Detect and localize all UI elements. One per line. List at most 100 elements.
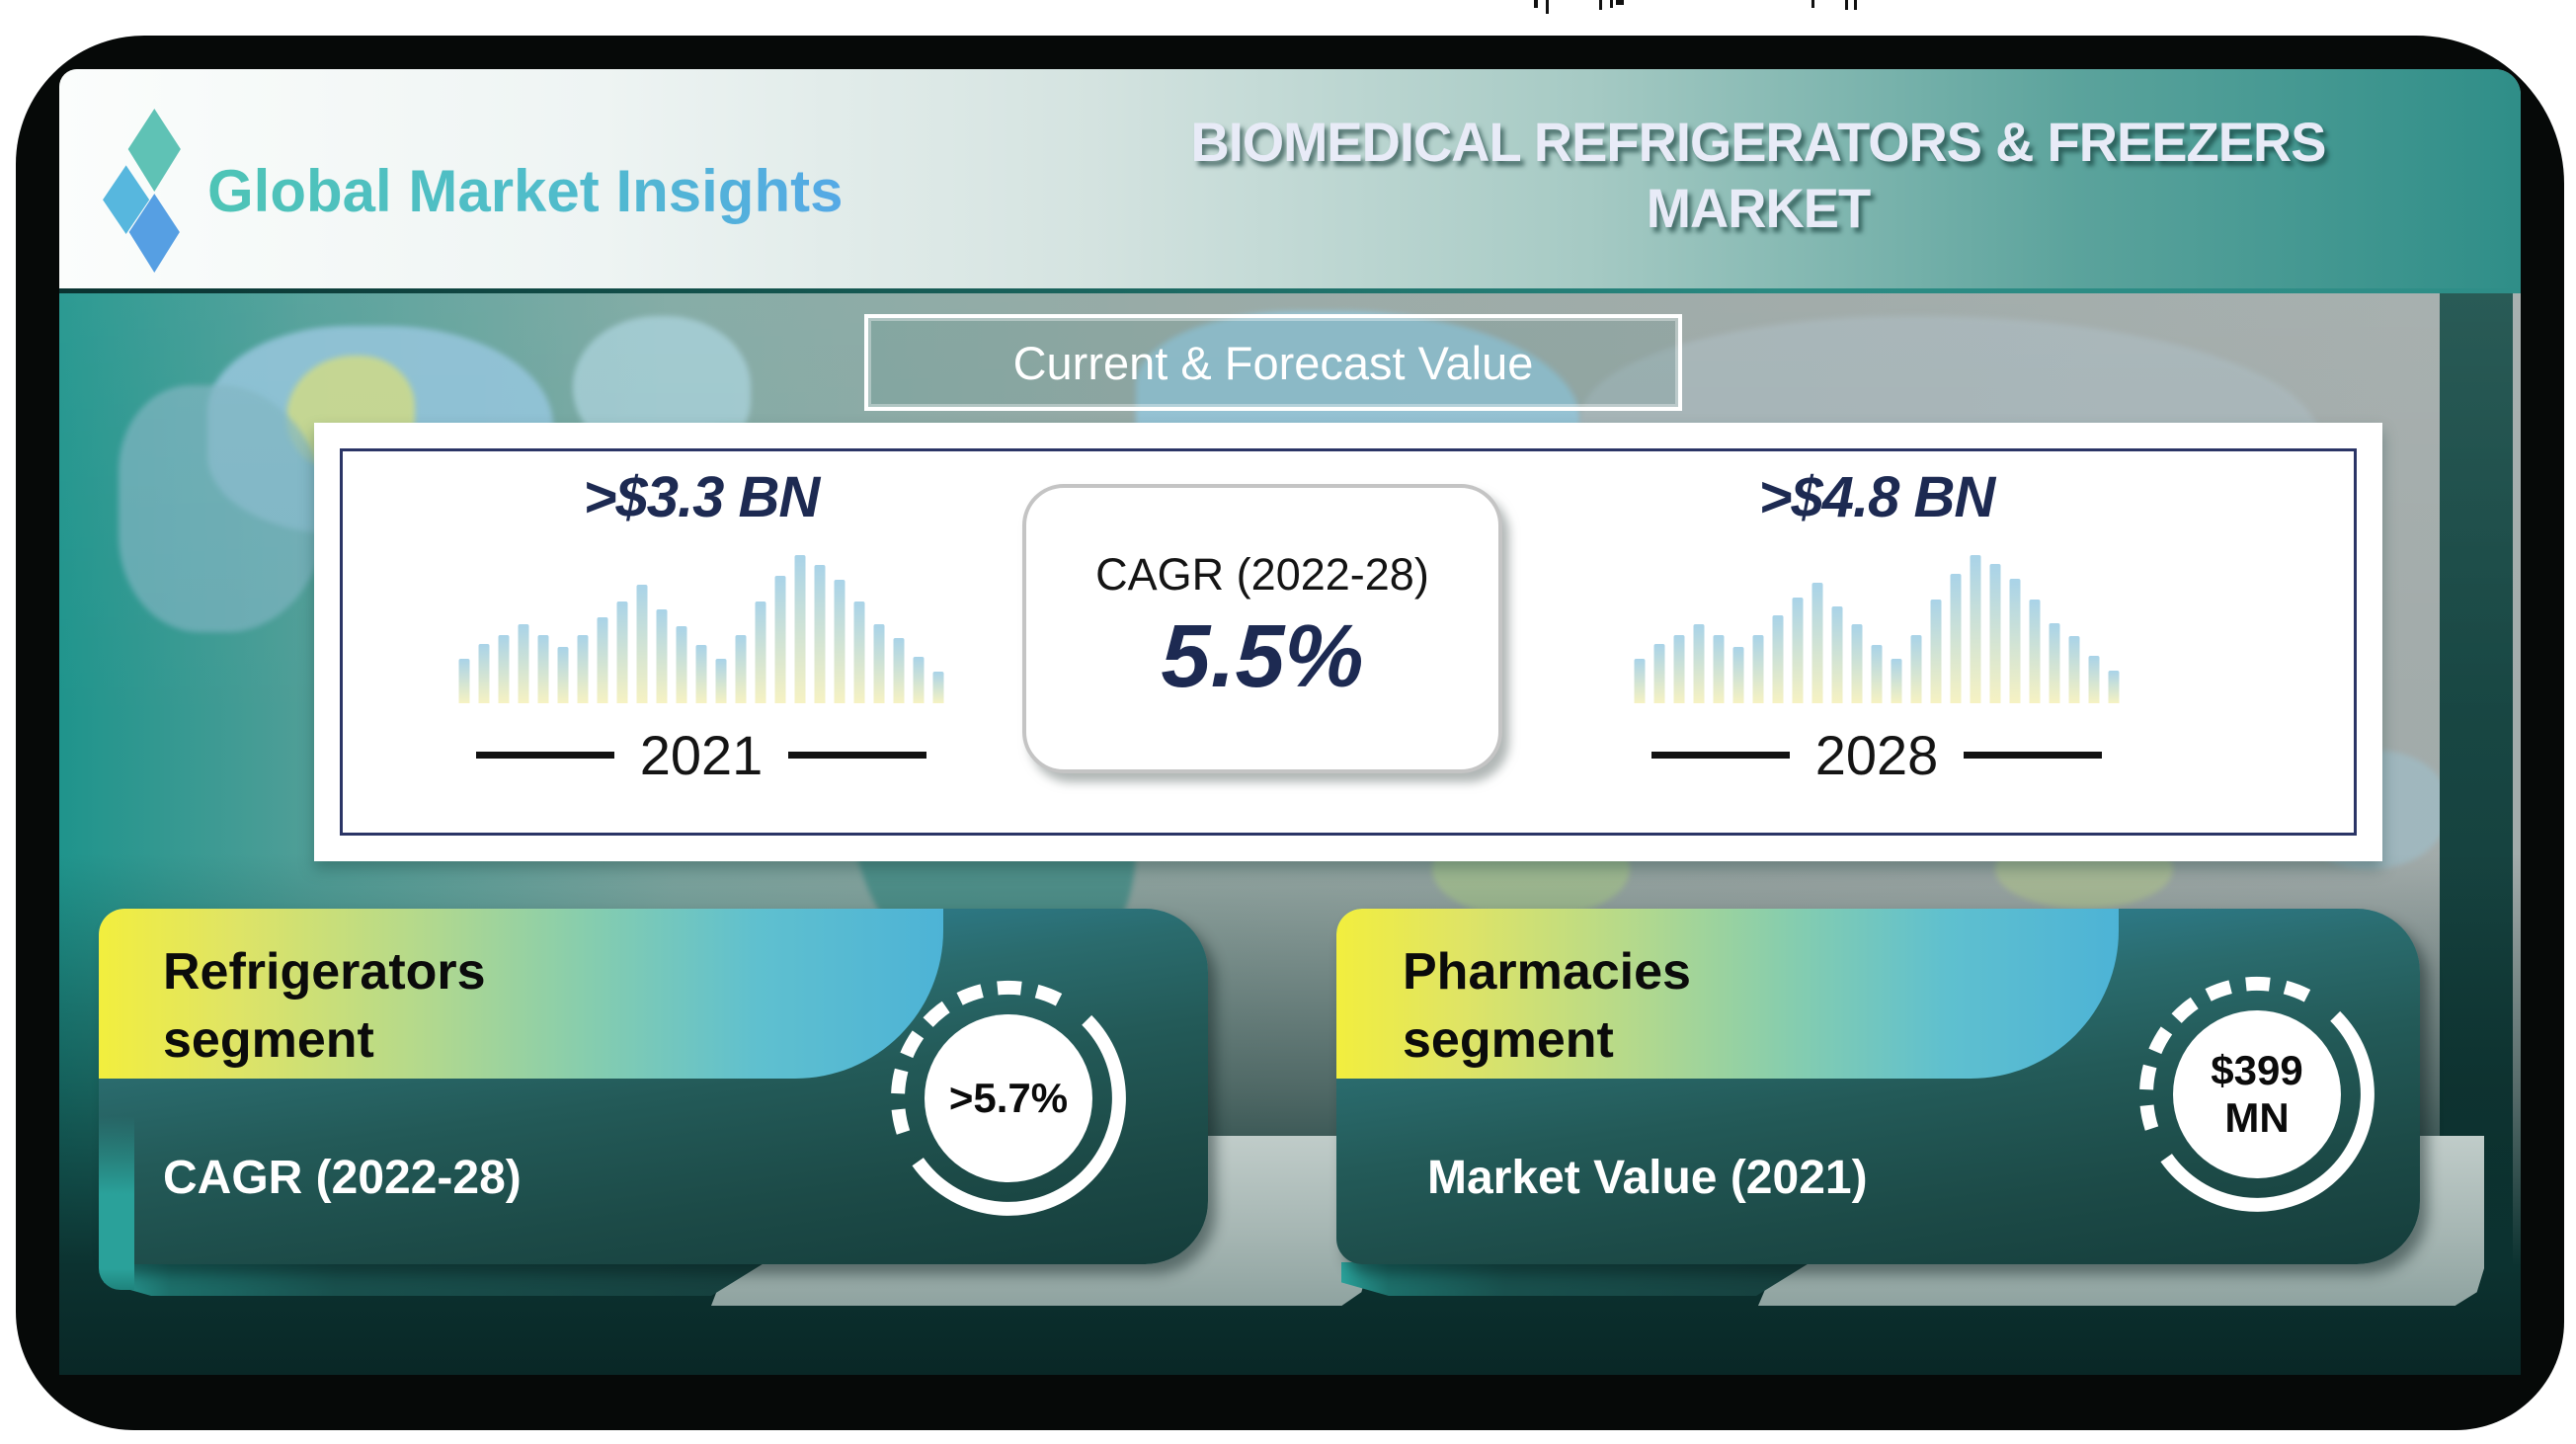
section-banner: Current & Forecast Value [864,314,1682,411]
chart-bar [1772,615,1784,703]
chart-bar [1891,659,1902,703]
chart-bar [1693,624,1705,703]
chart-bar [1811,583,1823,703]
chart-bar [636,585,648,703]
card-title: Pharmacies segment [1403,938,1691,1074]
header: Global Market Insights BIOMEDICAL REFRIG… [59,69,2521,288]
card-metric-label: CAGR (2022-28) [163,1152,522,1204]
chart-bar [1792,598,1804,703]
chart-bar [1970,555,1981,703]
brand-logo: Global Market Insights [83,107,843,275]
card-left-accent [99,1116,134,1290]
chart-bar [537,635,549,703]
top-edge-artifact [1854,0,1857,10]
card-foot [104,1262,765,1296]
year-label-2028: 2028 [1814,724,1939,786]
chart-bar [1634,659,1646,703]
chart-2021: >$3.3 BN 2021 [395,464,1007,805]
top-edge-artifact [1610,0,1613,8]
year-row-2028: 2028 [1570,723,2183,787]
chart-bar [2108,671,2120,703]
chart-bar [676,626,687,703]
chart-bar [498,635,510,703]
card-title: Refrigerators segment [163,938,486,1074]
content-area: Global Market Insights BIOMEDICAL REFRIG… [59,69,2521,1375]
stat-ring-icon [2139,977,2375,1212]
chart-bar [1950,574,1962,703]
card-metric-label: Market Value (2021) [1427,1152,1868,1204]
card-title-line1: Refrigerators [163,943,486,1001]
stat-circle-pharmacies: $399 MN [2133,971,2380,1218]
year-row-2021: 2021 [395,723,1007,787]
page-title-line2: MARKET [1646,177,1871,240]
chart-bar [814,565,826,703]
chart-bar [1713,635,1725,703]
year-rule-left [1650,752,1790,759]
chart-bar [1673,635,1685,703]
top-edge-artifact [1534,0,1538,8]
chart-bar [1653,644,1665,703]
chart-bar [478,644,490,703]
chart-bar [932,672,944,703]
chart-bar [616,602,628,703]
chart-2028: >$4.8 BN 2028 [1570,464,2183,805]
chart-bar [794,555,806,703]
cagr-value: 5.5% [1161,607,1364,706]
stat-ring-icon [891,981,1126,1216]
bars-2021 [458,555,944,703]
top-edge-artifact [1599,0,1602,10]
chart-bar [1871,645,1883,703]
card-title-line1: Pharmacies [1403,943,1691,1001]
top-edge-artifact [1546,0,1549,14]
stat-value-line1: >5.7% [948,1074,1069,1121]
chart-bar [2088,656,2100,703]
top-edge-artifact [1616,0,1624,5]
stat-value: >5.7% [885,975,1132,1222]
chart-bar [735,635,747,703]
chart-bar [1851,624,1863,703]
chart-bar [518,624,529,703]
chart-bar [2049,623,2060,703]
chart-bar [873,624,885,703]
page-title-line1: BIOMEDICAL REFRIGERATORS & FREEZERS [1190,111,2326,173]
gmi-diamonds-icon [103,109,181,273]
cagr-label: CAGR (2022-28) [1095,549,1429,600]
card-foot [1341,1262,1811,1296]
stat-value: $399 MN [2133,971,2380,1218]
chart-bar [1989,564,2001,703]
year-label-2021: 2021 [639,724,764,786]
market-value-2021: >$3.3 BN [583,465,821,529]
market-value-2028: >$4.8 BN [1758,465,1996,529]
chart-bar [853,602,865,703]
chart-bar [458,659,470,703]
black-frame: Global Market Insights BIOMEDICAL REFRIG… [16,36,2564,1430]
bars-2028 [1634,555,2120,703]
chart-bar [834,580,845,703]
chart-bar [2068,636,2080,703]
chart-bar [1732,647,1744,703]
cagr-box: CAGR (2022-28) 5.5% [1022,484,1502,773]
chart-bar [1831,606,1843,703]
chart-bar [656,609,668,703]
header-divider [59,288,2521,293]
page-title: BIOMEDICAL REFRIGERATORS & FREEZERS MARK… [1069,109,2449,241]
chart-bar [774,576,786,703]
chart-bar [577,635,589,703]
stat-circle-refrigerators: >5.7% [885,975,1132,1222]
card-title-line2: segment [1403,1010,1614,1069]
section-banner-label: Current & Forecast Value [1012,336,1534,389]
chart-bar [695,645,707,703]
chart-bar [597,617,608,703]
chart-bar [2009,579,2021,703]
chart-bar [557,647,569,703]
year-rule-right [1964,752,2103,759]
card-header-band [99,909,943,1079]
chart-bar [715,659,727,703]
chart-bar [1910,635,1922,703]
chart-bar [1930,600,1942,703]
card-header-band [1336,909,2119,1079]
chart-bar [913,657,925,703]
chart-bar [893,638,905,703]
brand-name: Global Market Insights [207,157,844,224]
